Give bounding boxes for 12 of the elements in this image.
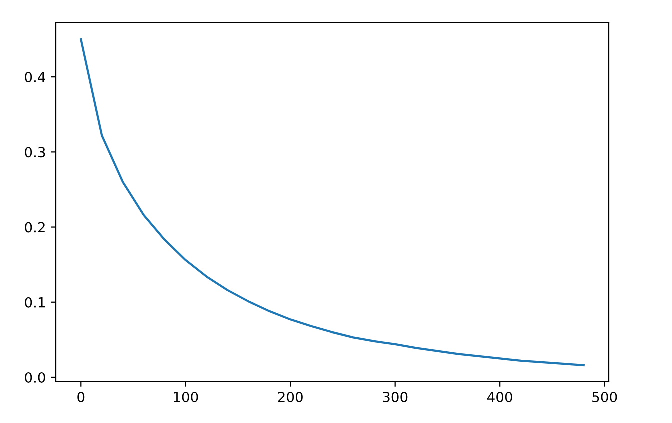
x-tick-label: 100 xyxy=(174,392,198,402)
x-tick-label: 300 xyxy=(383,392,408,402)
y-tick-label: 0.4 xyxy=(25,72,46,83)
x-tick-label: 500 xyxy=(592,392,618,402)
x-tick-label: 400 xyxy=(488,392,512,402)
y-tick-label: 0.3 xyxy=(25,147,46,158)
y-tick-label: 0.2 xyxy=(25,222,45,233)
x-tick-label: 200 xyxy=(278,392,303,402)
line-series xyxy=(80,38,585,367)
y-tick-label: 0.0 xyxy=(25,372,46,383)
x-tick-label: 0 xyxy=(78,392,85,402)
y-tick-label: 0.1 xyxy=(25,297,45,308)
